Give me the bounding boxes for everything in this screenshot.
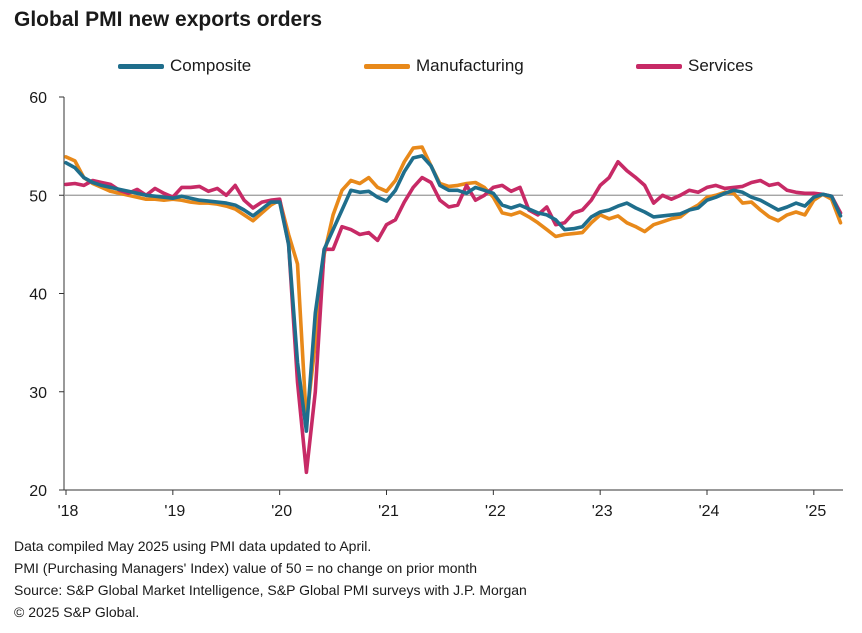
legend-label-services: Services [688,56,754,75]
legend-item-manufacturing: Manufacturing [364,52,524,80]
note-source: Source: S&P Global Market Intelligence, … [14,582,527,598]
legend-item-composite: Composite [118,52,251,80]
chart-legend: Composite Manufacturing Services [0,52,862,80]
legend-swatch-services [636,63,682,69]
legend-swatch-composite [118,63,164,69]
x-tick-label: '25 [805,503,826,520]
x-tick-label: '20 [271,503,292,520]
x-tick-label: '22 [485,503,506,520]
note-pmi-definition: PMI (Purchasing Managers' Index) value o… [14,560,477,576]
y-tick-label: 30 [29,385,47,402]
note-copyright: © 2025 S&P Global. [14,604,140,620]
y-tick-label: 50 [29,188,47,205]
chart-notes: Data compiled May 2025 using PMI data up… [14,535,527,623]
series-line-composite [64,154,843,433]
y-tick-label: 60 [29,90,47,107]
legend-label-composite: Composite [170,56,252,75]
note-data-compiled: Data compiled May 2025 using PMI data up… [14,538,372,554]
x-tick-label: '21 [378,503,399,520]
series-line-services [64,160,843,475]
x-tick-label: '24 [699,503,720,520]
chart-title: Global PMI new exports orders [14,8,323,31]
legend-item-services: Services [636,52,753,80]
legend-swatch-manufacturing [364,63,410,69]
x-tick-label: '19 [164,503,185,520]
legend-label-manufacturing: Manufacturing [416,56,524,75]
series-line-manufacturing [64,145,843,424]
y-tick-label: 40 [29,287,47,304]
x-tick-label: '23 [592,503,613,520]
y-tick-label: 20 [29,483,47,500]
x-tick-label: '18 [58,503,79,520]
